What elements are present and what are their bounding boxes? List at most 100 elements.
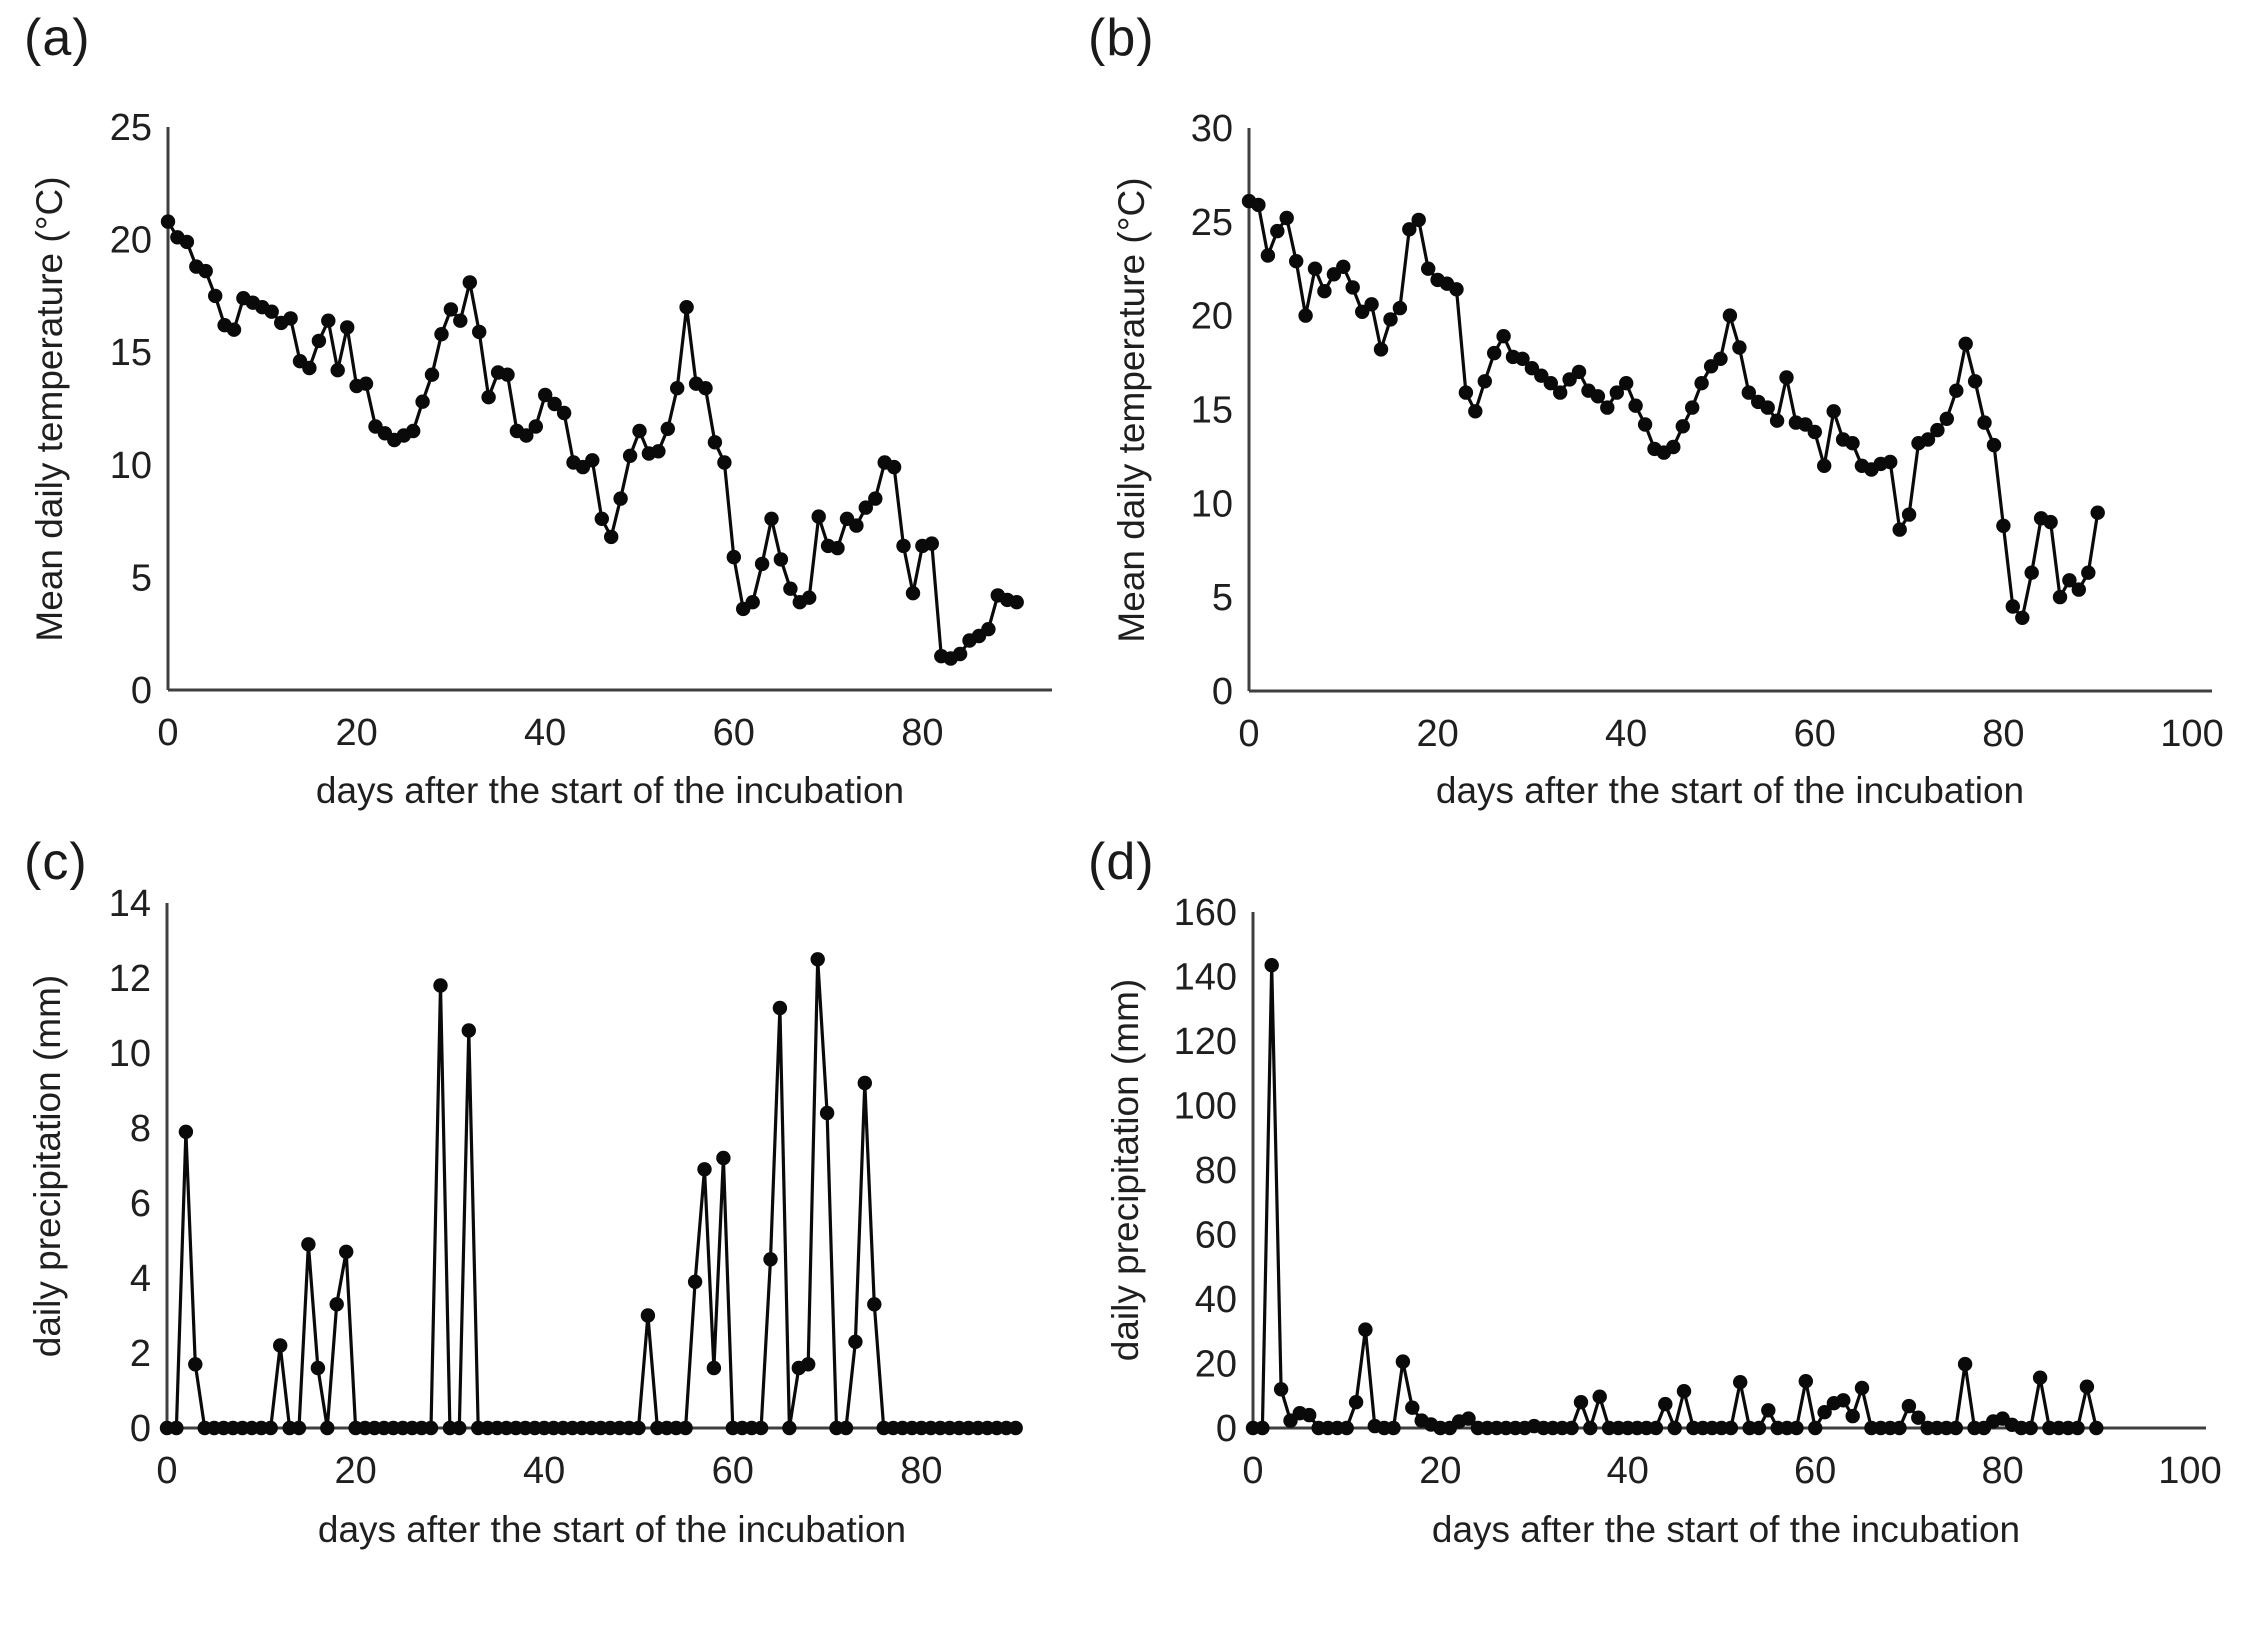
data-point-b-day35	[1571, 364, 1587, 380]
data-point-d-day65	[1854, 1380, 1870, 1396]
data-point-b-day61	[1817, 458, 1832, 473]
data-point-b-day19	[1421, 261, 1436, 276]
panel-b-letter: (b)	[1088, 9, 1155, 67]
data-point-c-day55	[678, 1420, 693, 1436]
data-point-c-day70	[819, 1105, 835, 1121]
x-tick-b-80: 80	[1982, 713, 2024, 755]
data-point-b-day39	[1609, 385, 1625, 400]
data-point-b-day60	[1807, 424, 1823, 440]
data-point-b-day88	[2071, 582, 2086, 597]
data-point-a-day4	[198, 263, 213, 279]
y-tick-a-15: 15	[110, 332, 152, 374]
data-point-a-day11	[264, 304, 279, 319]
y-tick-d-140: 140	[1174, 957, 1237, 999]
y-tick-b-25: 25	[1191, 202, 1233, 244]
data-point-b-day82	[2015, 610, 2030, 625]
data-point-d-day36	[1583, 1420, 1598, 1436]
data-point-c-day15	[301, 1237, 316, 1252]
data-point-b-day22	[1449, 282, 1464, 297]
data-point-a-day79	[905, 586, 921, 601]
data-point-a-day41	[547, 396, 562, 412]
data-point-c-day66	[782, 1420, 797, 1436]
data-point-a-day58	[707, 435, 723, 450]
data-point-b-day69	[1892, 522, 1907, 537]
data-point-a-day50	[632, 423, 647, 439]
data-point-b-day70	[1901, 507, 1917, 522]
data-point-b-day5	[1289, 254, 1304, 269]
data-point-d-day63	[1836, 1393, 1851, 1408]
data-point-a-day5	[208, 288, 223, 304]
data-point-c-day12	[273, 1338, 288, 1353]
data-point-a-day48	[613, 491, 628, 506]
x-tick-c-20: 20	[334, 1450, 376, 1492]
data-point-c-day19	[339, 1244, 354, 1260]
data-point-c-day90	[1008, 1420, 1023, 1436]
data-point-a-day7	[226, 322, 242, 337]
data-point-d-day37	[1592, 1389, 1607, 1404]
x-tick-a-80: 80	[901, 712, 943, 754]
panel-a-letter: (a)	[24, 9, 91, 67]
data-point-b-day86	[2052, 589, 2068, 605]
y-tick-c-4: 4	[130, 1258, 151, 1300]
data-point-a-day2	[179, 234, 195, 250]
data-point-b-day55	[1760, 400, 1775, 415]
data-point-d-day51	[1723, 1420, 1739, 1436]
data-point-a-day57	[698, 381, 713, 396]
data-point-d-day23	[1461, 1411, 1476, 1426]
series-line-d	[1253, 963, 2098, 1430]
data-point-d-day58	[1789, 1420, 1804, 1436]
data-point-b-day75	[1949, 383, 1964, 398]
data-point-a-day69	[811, 509, 826, 524]
x-tick-a-40: 40	[524, 712, 566, 754]
data-point-b-day47	[1685, 400, 1700, 415]
data-point-b-day74	[1939, 411, 1955, 426]
data-point-b-day83	[2024, 565, 2039, 580]
data-point-d-day70	[1901, 1398, 1917, 1414]
data-point-b-day72	[1920, 432, 1936, 447]
y-tick-d-120: 120	[1174, 1021, 1237, 1063]
y-tick-d-40: 40	[1195, 1279, 1237, 1321]
data-point-a-day26	[406, 423, 421, 439]
data-point-b-day45	[1666, 439, 1681, 455]
data-point-a-day36	[500, 367, 515, 382]
data-point-a-day77	[886, 459, 902, 475]
x-tick-d-40: 40	[1607, 1450, 1649, 1492]
data-point-b-day32	[1543, 376, 1559, 391]
data-point-d-day75	[1948, 1420, 1964, 1436]
data-point-b-day7	[1307, 261, 1323, 276]
data-point-a-day42	[556, 405, 572, 421]
data-point-b-day11	[1345, 280, 1360, 295]
data-point-a-day38	[519, 428, 534, 443]
data-point-c-day74	[857, 1075, 872, 1091]
data-point-a-day33	[472, 324, 487, 340]
data-point-c-day51	[640, 1308, 656, 1323]
y-tick-a-20: 20	[110, 220, 152, 262]
data-point-b-day73	[1930, 422, 1945, 438]
data-point-d-day16	[1395, 1354, 1411, 1369]
data-point-b-day40	[1619, 376, 1634, 391]
data-point-c-day75	[867, 1297, 882, 1312]
data-point-b-day87	[2062, 573, 2077, 588]
data-point-b-day51	[1722, 308, 1738, 323]
data-point-a-day75	[868, 491, 883, 506]
panel-b-x-axis-title: days after the start of the incubation	[1435, 770, 2025, 811]
data-point-b-day26	[1487, 345, 1502, 361]
data-point-a-day52	[651, 444, 666, 459]
data-point-d-day2	[1264, 958, 1279, 973]
x-tick-c-60: 60	[712, 1450, 754, 1492]
data-point-a-day90	[1009, 595, 1024, 610]
data-point-b-day2	[1260, 248, 1276, 263]
data-point-c-day32	[461, 1023, 476, 1038]
data-point-b-day57	[1779, 370, 1794, 385]
data-point-d-day12	[1358, 1322, 1373, 1337]
data-point-b-day62	[1826, 404, 1841, 419]
data-point-d-day59	[1798, 1374, 1814, 1389]
panel-d-letter: (d)	[1088, 833, 1155, 891]
data-point-b-day4	[1279, 210, 1294, 226]
data-point-a-day32	[462, 275, 477, 290]
y-tick-c-14: 14	[109, 883, 151, 925]
data-point-b-day33	[1553, 385, 1568, 400]
data-point-d-day3	[1273, 1382, 1289, 1397]
